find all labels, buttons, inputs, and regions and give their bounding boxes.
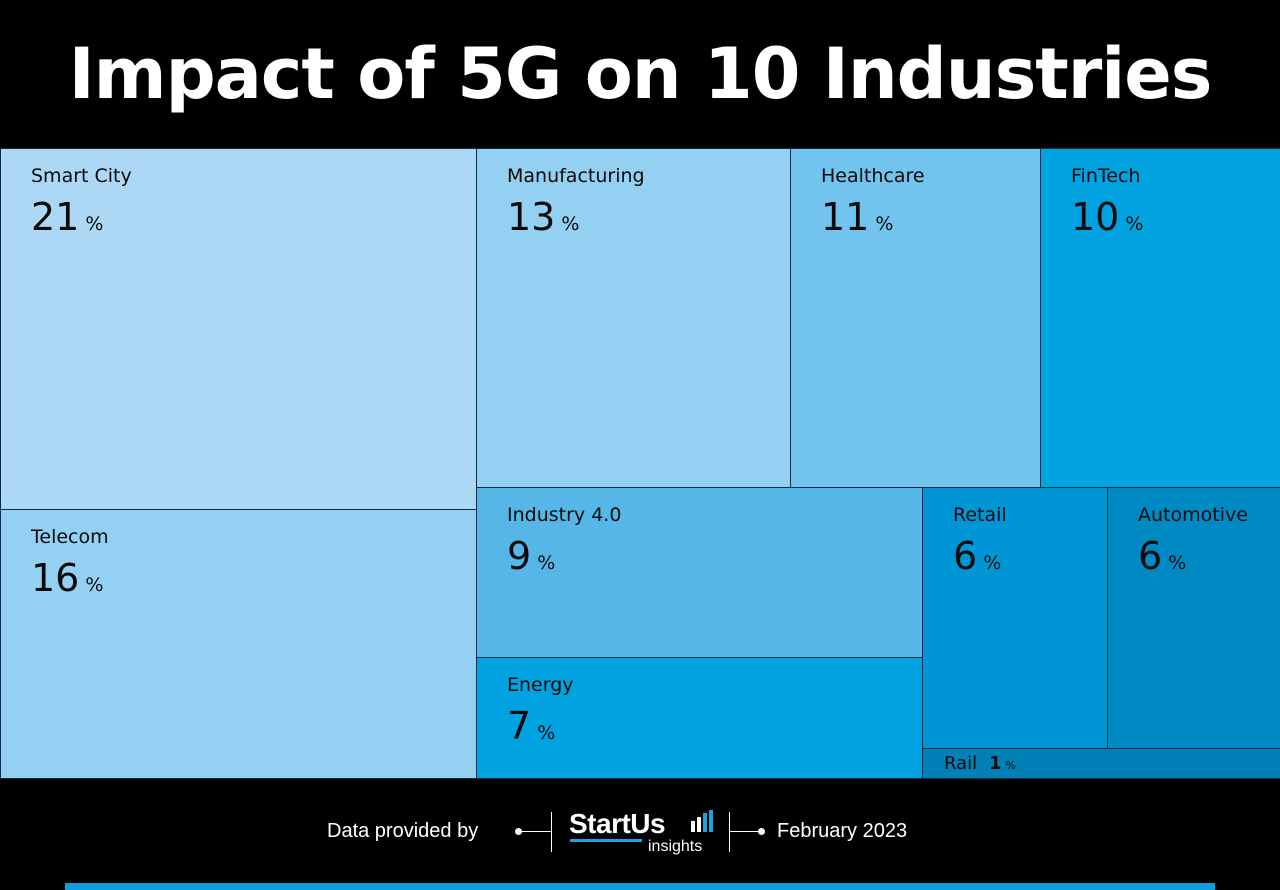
divider-right [729, 812, 730, 852]
tile-label: Rail [944, 753, 978, 774]
logo-underline [570, 839, 642, 842]
tile-value-unit: % [875, 213, 894, 235]
tile-value-unit: % [537, 552, 556, 574]
chart-title: Impact of 5G on 10 Industries [68, 33, 1213, 115]
tile-value-number: 9 [507, 534, 532, 578]
divider-left [551, 812, 552, 852]
tile-label: Manufacturing [507, 165, 645, 187]
tile-value-number: 13 [507, 195, 556, 239]
connector-line-right [730, 831, 760, 832]
tile-value-number: 6 [953, 534, 978, 578]
tile-value-unit: % [85, 213, 104, 235]
logo-bars-icon [691, 810, 713, 832]
tile-value: 9% [507, 534, 555, 578]
footer: Data provided by StartUs insights Februa… [0, 778, 1280, 882]
treemap-tile-fintech: FinTech 10% [1040, 148, 1280, 488]
logo-subtitle: insights [648, 838, 703, 855]
connector-dot-left [515, 828, 522, 835]
tile-value-unit: % [537, 722, 556, 744]
tile-label: FinTech [1071, 165, 1141, 187]
treemap-tile-energy: Energy 7% [476, 657, 923, 779]
tile-value: 6% [953, 534, 1001, 578]
treemap-tile-healthcare: Healthcare 11% [790, 148, 1041, 488]
tile-label: Energy [507, 674, 574, 696]
tile-value: 10% [1071, 195, 1143, 239]
tile-value-number: 6 [1138, 534, 1163, 578]
tile-value-unit: % [983, 552, 1002, 574]
treemap-tile-smart-city: Smart City 21% [0, 148, 477, 510]
treemap-tile-rail: Rail 1% [922, 748, 1280, 779]
connector-line-left [519, 831, 551, 832]
tile-label: Automotive [1138, 504, 1248, 526]
tile-value-unit: % [561, 213, 580, 235]
tile-value: 7% [507, 704, 555, 748]
tile-value: 6% [1138, 534, 1186, 578]
treemap-tile-industry-4-0: Industry 4.0 9% [476, 487, 923, 658]
tile-value-number: 10 [1071, 195, 1120, 239]
tile-label: Smart City [31, 165, 132, 187]
tile-value-number: 16 [31, 556, 80, 600]
data-provided-label: Data provided by [327, 820, 479, 842]
treemap-tile-automotive: Automotive 6% [1107, 487, 1280, 749]
tile-value-number: 21 [31, 195, 80, 239]
tile-value-number: 11 [821, 195, 870, 239]
tile-value: 21% [31, 195, 103, 239]
tile-value-unit: % [1168, 552, 1187, 574]
tile-label: Healthcare [821, 165, 925, 187]
tile-value-number: 7 [507, 704, 532, 748]
report-date: February 2023 [777, 820, 908, 842]
bottom-accent-bar [65, 883, 1215, 890]
tile-value-unit: % [1005, 759, 1016, 772]
tile-value: 16% [31, 556, 103, 600]
treemap-tile-telecom: Telecom 16% [0, 509, 477, 779]
treemap-tile-manufacturing: Manufacturing 13% [476, 148, 791, 488]
tile-value-unit: % [85, 574, 104, 596]
tile-label: Telecom [31, 526, 109, 548]
tile-value: 11% [821, 195, 893, 239]
connector-dot-right [758, 828, 765, 835]
tile-value-number: 1 [989, 753, 1002, 774]
tile-label: Retail [953, 504, 1007, 526]
tile-label: Industry 4.0 [507, 504, 622, 526]
logo-wordmark: StartUs [569, 808, 666, 839]
tile-value-unit: % [1125, 213, 1144, 235]
tile-value: 1% [989, 753, 1016, 774]
treemap-tile-retail: Retail 6% [922, 487, 1108, 749]
tile-value: 13% [507, 195, 579, 239]
treemap: Smart City 21% Telecom 16% Manufacturing 13% H… [0, 148, 1280, 779]
